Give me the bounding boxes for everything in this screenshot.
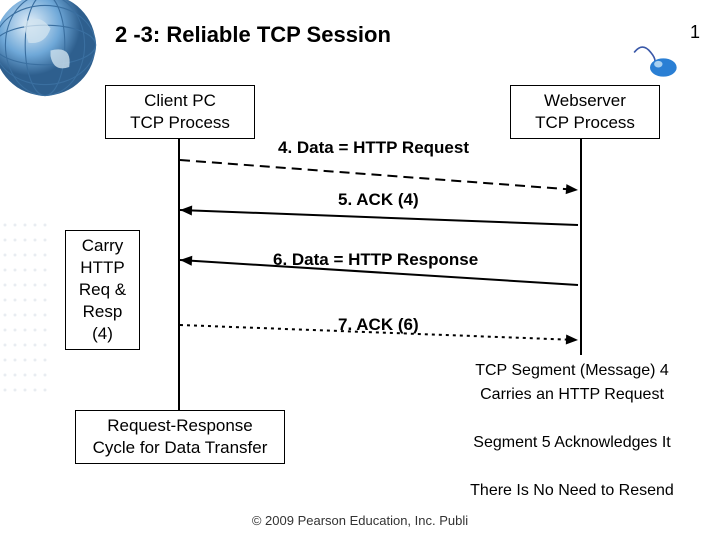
client-box: Client PCTCP Process — [105, 85, 255, 139]
request-response-box: Request-ResponseCycle for Data Transfer — [75, 410, 285, 464]
info-text: TCP Segment (Message) 4Carries an HTTP R… — [442, 355, 702, 507]
copyright-footer: © 2009 Pearson Education, Inc. Publi — [0, 513, 720, 528]
arrow-label-4: 4. Data = HTTP Request — [278, 138, 469, 158]
mouse-icon — [630, 45, 680, 80]
globe-icon — [0, 0, 100, 100]
arrow-label-5: 5. ACK (4) — [338, 190, 419, 210]
page-number: 1 — [690, 22, 700, 43]
side-grid-icon — [0, 220, 60, 400]
server-box: WebserverTCP Process — [510, 85, 660, 139]
arrow-label-7: 7. ACK (6) — [338, 315, 419, 335]
slide-title: 2 -3: Reliable TCP Session — [115, 22, 391, 48]
carry-box: CarryHTTPReq &Resp(4) — [65, 230, 140, 350]
arrow-label-6: 6. Data = HTTP Response — [273, 250, 478, 270]
